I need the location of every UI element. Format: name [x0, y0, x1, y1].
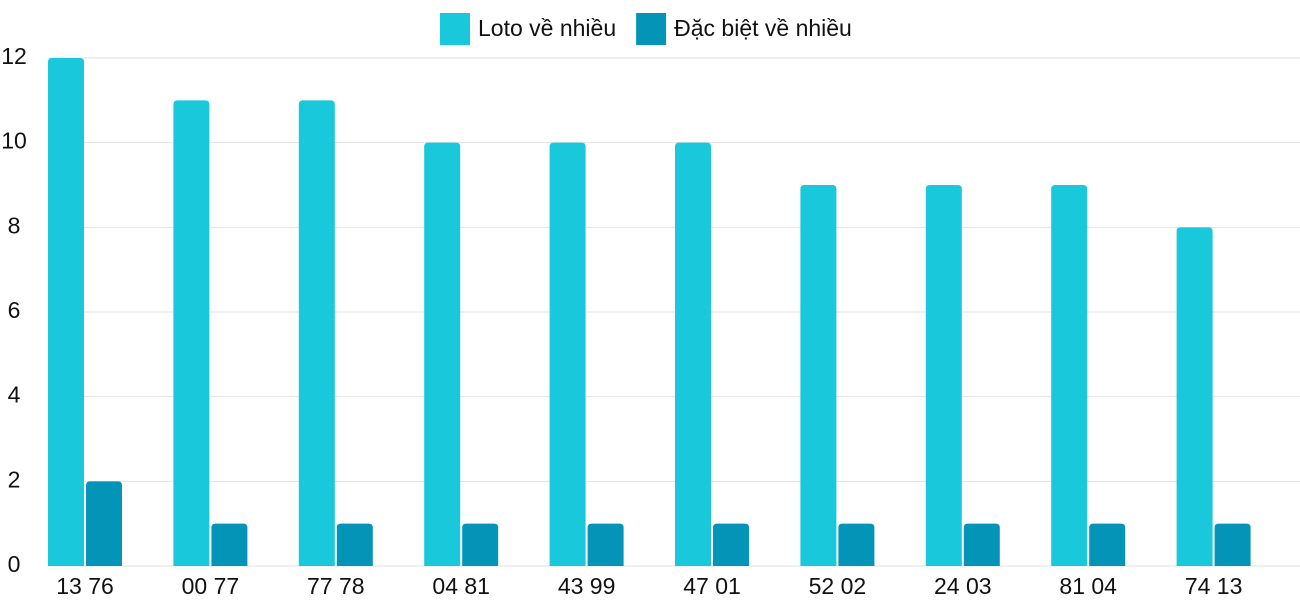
x-tick-label: 47 01: [683, 573, 741, 599]
bar: [838, 523, 875, 566]
bar: [713, 523, 749, 566]
y-tick-label: 4: [8, 382, 21, 408]
x-tick-label: 43 99: [558, 573, 616, 599]
bar: [173, 100, 210, 566]
bar: [211, 523, 248, 566]
y-tick-label: 2: [8, 466, 21, 492]
legend-swatch: [636, 13, 667, 45]
bar: [48, 58, 84, 566]
x-tick-label: 13 76: [56, 573, 114, 599]
x-tick-label: 24 03: [934, 573, 992, 599]
y-tick-label: 12: [1, 43, 27, 69]
legend-swatch: [440, 13, 470, 45]
bar: [1214, 523, 1251, 566]
y-tick-label: 10: [1, 128, 27, 154]
bar: [86, 481, 122, 566]
x-tick-label: 81 04: [1059, 573, 1117, 599]
bar: [1089, 523, 1126, 566]
bar: [925, 185, 962, 566]
bar: [462, 523, 499, 566]
bar: [336, 523, 373, 566]
bar: [587, 523, 624, 566]
bar: [1176, 227, 1213, 567]
bar: [424, 142, 461, 566]
y-tick-label: 8: [8, 212, 21, 238]
bar: [800, 185, 837, 566]
legend-label: Đặc biệt về nhiều: [674, 15, 852, 41]
bar: [675, 142, 711, 566]
bar: [1051, 185, 1088, 566]
y-tick-label: 0: [8, 551, 21, 577]
bar: [298, 100, 335, 566]
x-tick-label: 74 13: [1185, 573, 1243, 599]
bar: [963, 523, 1000, 566]
x-tick-label: 52 02: [809, 573, 867, 599]
bar: [549, 142, 586, 566]
x-tick-label: 00 77: [182, 573, 240, 599]
y-tick-label: 6: [8, 297, 21, 323]
x-tick-label: 77 78: [307, 573, 365, 599]
legend-label: Loto về nhiều: [478, 15, 616, 41]
x-tick-label: 04 81: [432, 573, 490, 599]
